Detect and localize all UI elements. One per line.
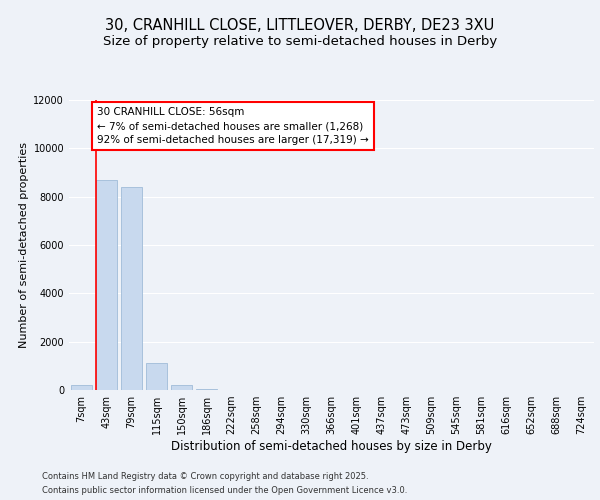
Text: Size of property relative to semi-detached houses in Derby: Size of property relative to semi-detach… bbox=[103, 35, 497, 48]
Text: Contains public sector information licensed under the Open Government Licence v3: Contains public sector information licen… bbox=[42, 486, 407, 495]
Bar bbox=[121, 187, 142, 390]
Bar bbox=[171, 385, 192, 390]
X-axis label: Distribution of semi-detached houses by size in Derby: Distribution of semi-detached houses by … bbox=[171, 440, 492, 453]
Bar bbox=[196, 389, 217, 390]
Text: 30 CRANHILL CLOSE: 56sqm
← 7% of semi-detached houses are smaller (1,268)
92% of: 30 CRANHILL CLOSE: 56sqm ← 7% of semi-de… bbox=[97, 108, 369, 146]
Bar bbox=[146, 364, 167, 390]
Bar bbox=[96, 180, 117, 390]
Y-axis label: Number of semi-detached properties: Number of semi-detached properties bbox=[19, 142, 29, 348]
Text: 30, CRANHILL CLOSE, LITTLEOVER, DERBY, DE23 3XU: 30, CRANHILL CLOSE, LITTLEOVER, DERBY, D… bbox=[106, 18, 494, 32]
Bar bbox=[71, 385, 92, 390]
Text: Contains HM Land Registry data © Crown copyright and database right 2025.: Contains HM Land Registry data © Crown c… bbox=[42, 472, 368, 481]
